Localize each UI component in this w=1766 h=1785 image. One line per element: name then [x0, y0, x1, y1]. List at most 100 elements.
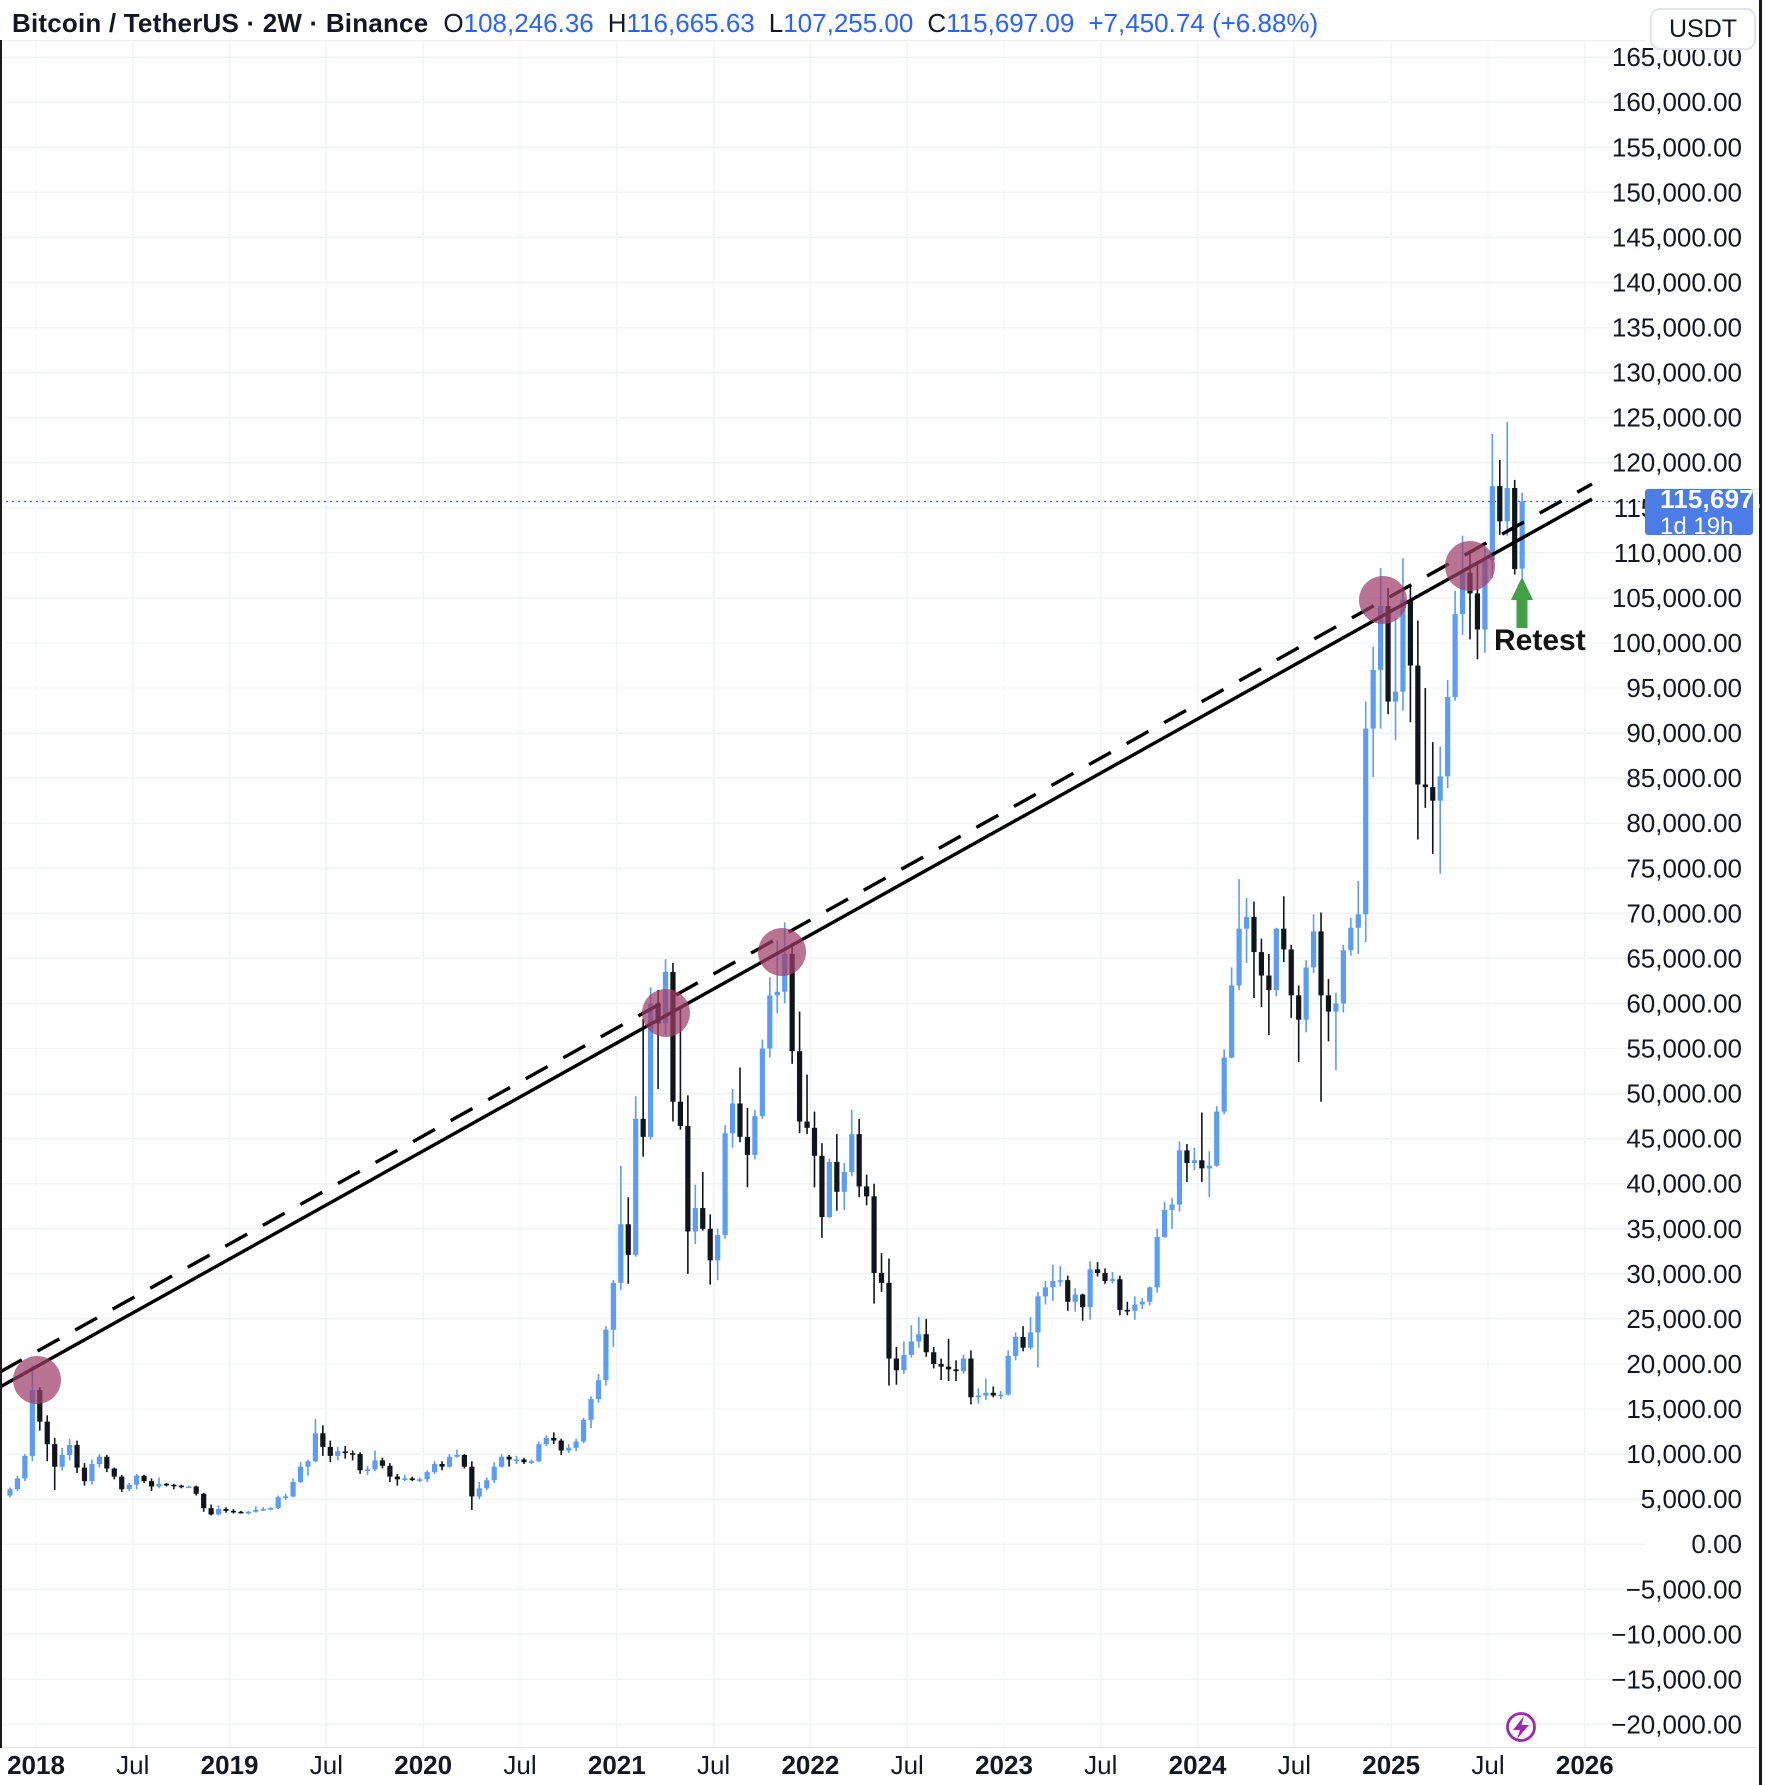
- candle-body: [983, 1392, 989, 1396]
- candle-body: [1430, 787, 1436, 801]
- candle-body: [804, 1121, 810, 1128]
- candle-body: [1437, 776, 1443, 801]
- price-axis-label: 45,000.00: [1626, 1124, 1742, 1154]
- candle-body: [52, 1444, 58, 1467]
- candle-body: [975, 1395, 981, 1398]
- price-axis-label: 10,000.00: [1626, 1439, 1742, 1469]
- trendline-touch-circle[interactable]: [642, 989, 690, 1037]
- candle-body: [409, 1478, 415, 1481]
- time-axis-label: 2021: [588, 1750, 646, 1780]
- candle-body: [960, 1358, 967, 1372]
- lightning-bolt-glyph: [1513, 1716, 1529, 1739]
- candle-body: [297, 1466, 304, 1483]
- candle-body: [625, 1224, 631, 1255]
- symbol-title[interactable]: Bitcoin / TetherUS · 2W · Binance: [12, 8, 429, 38]
- candle-body: [491, 1466, 497, 1481]
- retest-up-arrow[interactable]: [1511, 577, 1533, 628]
- candle-body: [417, 1479, 423, 1481]
- candle-body: [1184, 1150, 1190, 1163]
- candle-body: [156, 1483, 162, 1487]
- candle-body: [1489, 486, 1495, 561]
- candle-body: [1161, 1209, 1168, 1237]
- time-axis-label: Jul: [310, 1750, 343, 1780]
- candle-body: [1251, 916, 1257, 953]
- candle-body: [968, 1358, 974, 1398]
- candle-body: [1013, 1336, 1019, 1356]
- candle-body: [268, 1508, 274, 1510]
- candle-body: [953, 1369, 959, 1372]
- time-axis-label: 2023: [975, 1750, 1033, 1780]
- candle-body: [618, 1224, 624, 1283]
- candle-body: [14, 1478, 21, 1490]
- candle-body: [215, 1509, 222, 1515]
- candle-body: [171, 1484, 177, 1487]
- candle-body: [1050, 1281, 1056, 1288]
- candle-body: [320, 1433, 326, 1447]
- candle-body: [580, 1419, 587, 1442]
- candle-body: [1296, 995, 1302, 1020]
- time-axis-label: 2020: [394, 1750, 452, 1780]
- trendline-touch-circle[interactable]: [758, 928, 806, 976]
- candle-body: [230, 1510, 237, 1513]
- candle-body: [528, 1461, 535, 1463]
- candle-body: [931, 1352, 937, 1364]
- candle-body: [856, 1134, 862, 1187]
- time-axis-label: 2018: [7, 1750, 65, 1780]
- currency-usdt-button[interactable]: USDT: [1650, 8, 1756, 50]
- price-axis-label: 80,000.00: [1626, 808, 1742, 838]
- candle-body: [1497, 486, 1503, 522]
- candle-body: [595, 1380, 602, 1400]
- price-axis-label: 155,000.00: [1612, 132, 1742, 162]
- candle-body: [893, 1358, 900, 1371]
- candle-body: [469, 1466, 475, 1497]
- candle-body: [163, 1483, 170, 1486]
- price-axis-label: 30,000.00: [1626, 1259, 1742, 1289]
- candle-body: [1027, 1332, 1034, 1348]
- candle-body: [283, 1496, 289, 1499]
- candle-body: [819, 1155, 825, 1218]
- candle-body: [692, 1208, 698, 1232]
- candle-body: [1102, 1272, 1108, 1282]
- close-label: C: [927, 8, 947, 38]
- trendline-touch-circle[interactable]: [1359, 576, 1407, 624]
- retest-annotation-label[interactable]: Retest: [1494, 624, 1586, 657]
- candle-body: [551, 1437, 557, 1441]
- candle-body: [1221, 1057, 1227, 1112]
- price-axis-label: 70,000.00: [1626, 898, 1742, 928]
- candle-body: [499, 1456, 505, 1467]
- candle-body: [1236, 928, 1242, 986]
- candle-body: [811, 1127, 818, 1156]
- price-axis-label: −15,000.00: [1611, 1664, 1742, 1694]
- price-axis-label: 55,000.00: [1626, 1034, 1742, 1064]
- candle-body: [789, 953, 795, 1052]
- candle-body: [908, 1341, 914, 1355]
- candle-body: [290, 1482, 296, 1497]
- candle-body: [387, 1465, 393, 1477]
- time-axis-label: Jul: [503, 1750, 536, 1780]
- symbol-legend[interactable]: Bitcoin / TetherUS · 2W · Binance O108,2…: [12, 8, 1318, 39]
- trendline-touch-circle[interactable]: [1445, 541, 1495, 591]
- candle-body: [1243, 916, 1250, 929]
- candle-body: [744, 1136, 751, 1155]
- candle-body: [342, 1451, 348, 1454]
- candle-body: [640, 1118, 646, 1137]
- candle-body: [841, 1171, 847, 1192]
- candle-body: [1214, 1111, 1220, 1166]
- dashed-trendline[interactable]: [0, 482, 1593, 1374]
- candle-body: [566, 1447, 572, 1451]
- current-price-label[interactable]: 115,697.09 1d 19h: [1645, 486, 1766, 538]
- candle-body: [1072, 1294, 1078, 1302]
- candle-body: [826, 1162, 832, 1218]
- candle-body: [461, 1454, 467, 1467]
- candle-body: [1229, 985, 1235, 1058]
- candle-body: [484, 1480, 490, 1489]
- candle-body: [1415, 665, 1421, 785]
- trendline-touch-circle[interactable]: [13, 1356, 61, 1404]
- candle-body: [729, 1103, 736, 1134]
- candle-body: [1400, 599, 1406, 692]
- price-axis-label: 5,000.00: [1641, 1484, 1742, 1514]
- candle-body: [521, 1459, 527, 1463]
- candle-body: [1445, 697, 1451, 777]
- candle-body: [543, 1437, 549, 1445]
